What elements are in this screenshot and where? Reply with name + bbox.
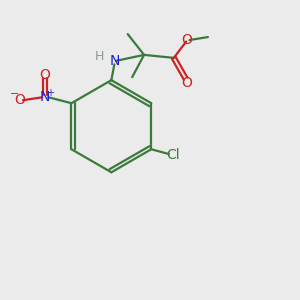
Text: O: O: [182, 33, 193, 47]
Text: O: O: [181, 76, 192, 90]
Text: Cl: Cl: [167, 148, 180, 162]
Text: −: −: [10, 89, 20, 99]
Text: N: N: [109, 54, 119, 68]
Text: O: O: [14, 93, 25, 107]
Text: +: +: [46, 88, 54, 98]
Text: H: H: [95, 50, 104, 63]
Text: O: O: [39, 68, 50, 82]
Text: N: N: [40, 90, 50, 104]
